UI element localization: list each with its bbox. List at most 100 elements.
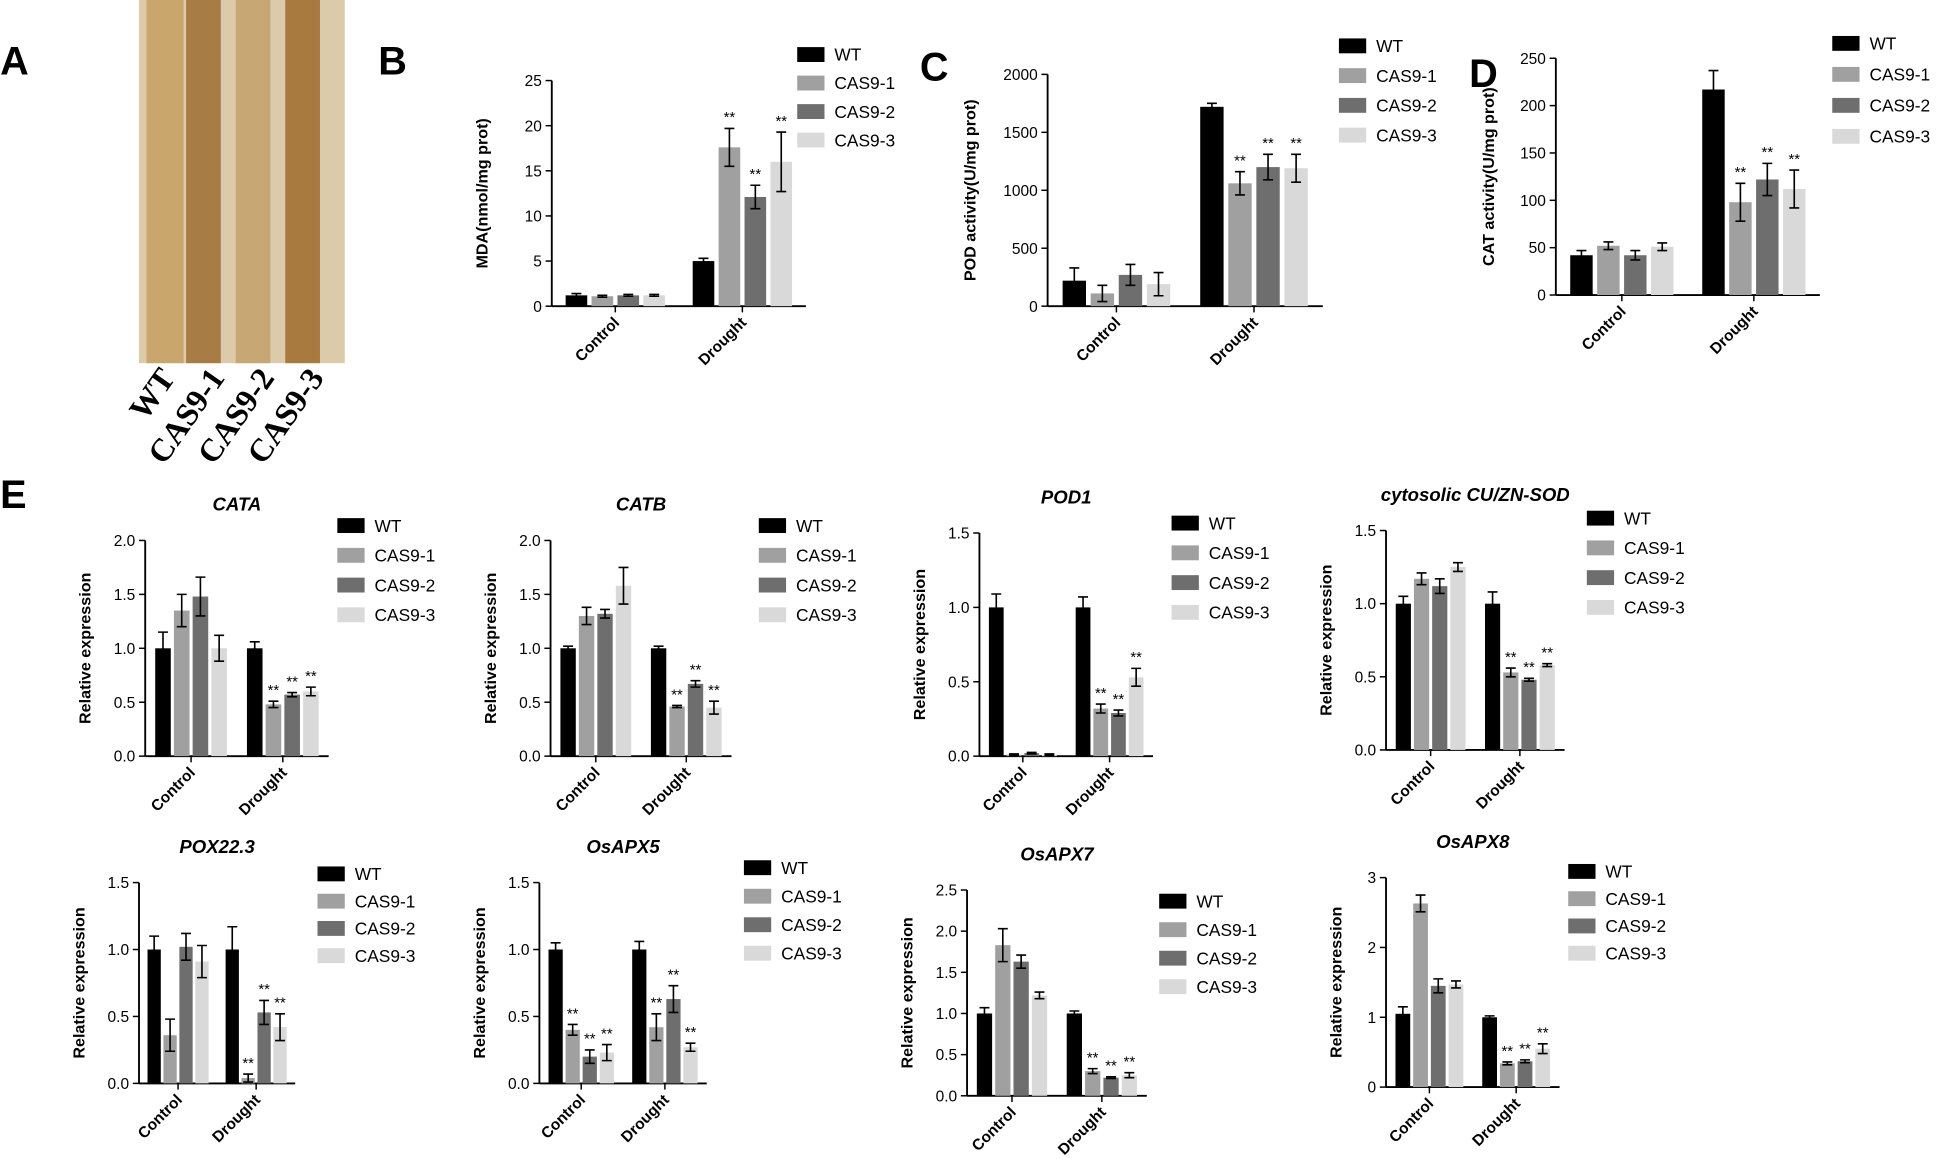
- error-bar: [181, 932, 191, 962]
- panel-label: E: [0, 473, 26, 517]
- chart-title: POD1: [1041, 486, 1092, 507]
- x-tick-label: Control: [1073, 314, 1124, 365]
- bar: [1093, 708, 1109, 757]
- bar: [1702, 89, 1725, 296]
- bar: [1200, 106, 1224, 307]
- legend-swatch: [1586, 510, 1615, 526]
- bar: [155, 648, 171, 757]
- bar: [1284, 168, 1308, 307]
- bar: [1413, 903, 1428, 1088]
- bar: [643, 295, 665, 307]
- y-tick-label: 2000: [1003, 67, 1037, 84]
- legend-label: CAS9-2: [1376, 96, 1437, 116]
- legend-label: CAS9-1: [1605, 889, 1666, 909]
- chart-title: OsAPX8: [1436, 831, 1510, 852]
- error-bar: [698, 257, 709, 265]
- bar: [1503, 672, 1519, 750]
- error-bar: [634, 940, 645, 959]
- bar: [1729, 202, 1752, 296]
- significance: **: [685, 1025, 697, 1041]
- legend-swatch: [743, 860, 772, 876]
- bar: [706, 707, 722, 757]
- panel-label: C: [920, 46, 949, 90]
- y-tick-label: 1.5: [936, 965, 958, 982]
- error-bar: [618, 566, 629, 605]
- bar: [1521, 679, 1537, 750]
- error-bar: [1657, 242, 1668, 252]
- leaf: [146, 0, 184, 364]
- error-bar: [979, 1006, 990, 1021]
- legend-label: CAS9-1: [1196, 920, 1257, 940]
- significance: **: [258, 982, 270, 998]
- significance: **: [1735, 165, 1747, 181]
- significance: **: [584, 1032, 596, 1048]
- error-bar: [149, 935, 160, 964]
- legend-swatch: [1171, 515, 1199, 531]
- legend-swatch: [1338, 97, 1367, 113]
- panel-label: D: [1469, 52, 1498, 96]
- legend-label: WT: [1376, 36, 1403, 56]
- error-bar: [196, 944, 207, 979]
- significance: **: [268, 683, 280, 699]
- bar: [284, 694, 300, 757]
- error-bar: [287, 691, 298, 698]
- error-bar: [305, 686, 316, 697]
- legend-swatch: [758, 547, 787, 563]
- legend-label: CAS9-2: [1624, 568, 1685, 588]
- chart-title: cytosolic CU/ZN-SOD: [1381, 484, 1570, 505]
- error-bar: [571, 292, 582, 298]
- legend-swatch: [1586, 599, 1615, 615]
- bar: [1228, 183, 1252, 307]
- bar: [770, 161, 793, 307]
- x-tick-label: Drought: [618, 1092, 673, 1147]
- y-tick-label: 0.0: [948, 749, 970, 766]
- y-tick-label: 0: [533, 299, 542, 316]
- bar: [163, 1035, 177, 1084]
- bar: [1430, 985, 1446, 1088]
- legend-swatch: [758, 607, 787, 623]
- y-tick-label: 0: [1029, 299, 1038, 316]
- legend-label: CAS9-3: [796, 605, 857, 625]
- photo: A WT CAS9-1 CAS9-2 CAS9-3: [0, 0, 345, 470]
- error-bar: [1078, 596, 1088, 619]
- y-tick-label: 50: [1529, 240, 1546, 257]
- legend-swatch: [1171, 575, 1199, 591]
- legend-swatch: [797, 47, 825, 62]
- y-tick-label: 500: [1012, 241, 1038, 258]
- legend-label: CAS9-1: [1209, 543, 1270, 563]
- y-axis-label: MDA(nmol/mg prot): [473, 118, 491, 268]
- y-axis-label: Relative expression: [1317, 565, 1335, 716]
- y-axis-label: POD activity(U/mg prot): [962, 99, 980, 281]
- legend-swatch: [1832, 128, 1860, 144]
- y-axis-label: Relative expression: [471, 907, 489, 1058]
- error-bar: [1069, 267, 1080, 295]
- error-bar: [709, 700, 719, 715]
- legend-swatch: [797, 75, 825, 91]
- significance: **: [601, 1026, 613, 1042]
- y-tick-label: 0.0: [108, 1076, 130, 1093]
- bar: [548, 949, 563, 1084]
- x-tick-label: Drought: [1473, 758, 1528, 813]
- significance: **: [305, 669, 317, 685]
- error-bar: [1131, 667, 1142, 688]
- legend-swatch: [1171, 545, 1199, 561]
- legend-label: WT: [355, 864, 382, 884]
- error-bar: [1524, 677, 1534, 683]
- y-axis-label: Relative expression: [899, 917, 917, 1068]
- legend-swatch: [1568, 863, 1596, 879]
- bar: [147, 949, 161, 1084]
- legend-swatch: [1832, 66, 1860, 82]
- bar: [173, 610, 190, 757]
- legend-label: WT: [1869, 34, 1896, 54]
- significance: **: [651, 996, 663, 1012]
- legend-swatch: [1568, 918, 1596, 934]
- legend-label: CAS9-3: [1624, 598, 1685, 618]
- legend-swatch: [1338, 127, 1367, 143]
- error-bar: [1520, 1059, 1530, 1064]
- bar: [565, 295, 588, 307]
- y-tick-label: 1.0: [114, 641, 136, 658]
- legend-label: WT: [375, 516, 402, 536]
- leaf: [186, 0, 221, 364]
- x-tick-label: Drought: [1469, 1095, 1524, 1150]
- x-tick-label: Control: [538, 1092, 589, 1143]
